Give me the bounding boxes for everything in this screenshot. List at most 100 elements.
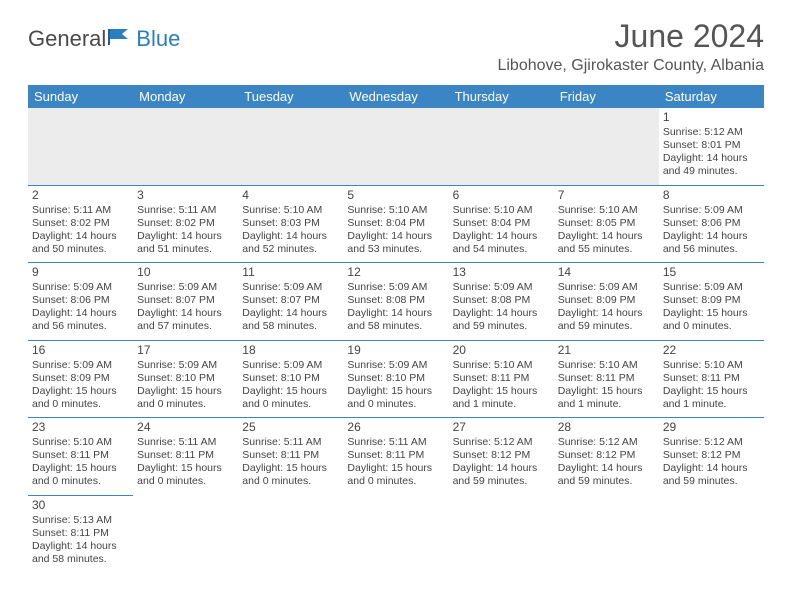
daylight-line: Daylight: 14 hours and 59 minutes.: [558, 307, 655, 333]
calendar-cell: [449, 495, 554, 572]
calendar-cell: 14Sunrise: 5:09 AMSunset: 8:09 PMDayligh…: [554, 263, 659, 341]
sunrise-line: Sunrise: 5:09 AM: [137, 359, 234, 372]
sunrise-line: Sunrise: 5:10 AM: [558, 359, 655, 372]
day-number: 30: [32, 498, 129, 513]
daylight-line: Daylight: 15 hours and 0 minutes.: [242, 385, 339, 411]
daylight-line: Daylight: 15 hours and 1 minute.: [453, 385, 550, 411]
day-header: Friday: [554, 85, 659, 108]
calendar-cell: 11Sunrise: 5:09 AMSunset: 8:07 PMDayligh…: [238, 263, 343, 341]
daylight-line: Daylight: 14 hours and 59 minutes.: [663, 462, 760, 488]
calendar-cell: [238, 495, 343, 572]
calendar-cell: 26Sunrise: 5:11 AMSunset: 8:11 PMDayligh…: [343, 418, 448, 496]
logo: General Blue: [28, 26, 180, 52]
sunrise-line: Sunrise: 5:09 AM: [558, 281, 655, 294]
sunset-line: Sunset: 8:11 PM: [137, 449, 234, 462]
daylight-line: Daylight: 15 hours and 0 minutes.: [137, 385, 234, 411]
sunrise-line: Sunrise: 5:10 AM: [453, 204, 550, 217]
day-number: 20: [453, 343, 550, 358]
calendar-cell: [133, 108, 238, 185]
sunrise-line: Sunrise: 5:11 AM: [242, 436, 339, 449]
day-number: 9: [32, 265, 129, 280]
day-number: 1: [663, 110, 760, 125]
day-number: 28: [558, 420, 655, 435]
daylight-line: Daylight: 14 hours and 56 minutes.: [32, 307, 129, 333]
day-number: 19: [347, 343, 444, 358]
calendar-cell: 10Sunrise: 5:09 AMSunset: 8:07 PMDayligh…: [133, 263, 238, 341]
sunrise-line: Sunrise: 5:12 AM: [453, 436, 550, 449]
sunrise-line: Sunrise: 5:12 AM: [663, 436, 760, 449]
calendar-cell: 20Sunrise: 5:10 AMSunset: 8:11 PMDayligh…: [449, 340, 554, 418]
daylight-line: Daylight: 15 hours and 1 minute.: [558, 385, 655, 411]
sunrise-line: Sunrise: 5:09 AM: [242, 359, 339, 372]
day-number: 27: [453, 420, 550, 435]
daylight-line: Daylight: 14 hours and 59 minutes.: [558, 462, 655, 488]
day-number: 11: [242, 265, 339, 280]
sunrise-line: Sunrise: 5:09 AM: [347, 281, 444, 294]
logo-text-blue: Blue: [136, 26, 180, 52]
daylight-line: Daylight: 14 hours and 54 minutes.: [453, 230, 550, 256]
sunset-line: Sunset: 8:11 PM: [32, 449, 129, 462]
calendar-cell: 8Sunrise: 5:09 AMSunset: 8:06 PMDaylight…: [659, 185, 764, 263]
sunrise-line: Sunrise: 5:11 AM: [137, 204, 234, 217]
sunset-line: Sunset: 8:08 PM: [453, 294, 550, 307]
sunset-line: Sunset: 8:02 PM: [32, 217, 129, 230]
sunrise-line: Sunrise: 5:10 AM: [558, 204, 655, 217]
sunset-line: Sunset: 8:11 PM: [663, 372, 760, 385]
sunset-line: Sunset: 8:09 PM: [663, 294, 760, 307]
calendar-cell: 18Sunrise: 5:09 AMSunset: 8:10 PMDayligh…: [238, 340, 343, 418]
daylight-line: Daylight: 14 hours and 58 minutes.: [347, 307, 444, 333]
calendar-cell: 28Sunrise: 5:12 AMSunset: 8:12 PMDayligh…: [554, 418, 659, 496]
sunset-line: Sunset: 8:11 PM: [453, 372, 550, 385]
day-number: 6: [453, 188, 550, 203]
calendar-table: SundayMondayTuesdayWednesdayThursdayFrid…: [28, 85, 764, 572]
sunrise-line: Sunrise: 5:09 AM: [32, 281, 129, 294]
sunrise-line: Sunrise: 5:12 AM: [558, 436, 655, 449]
sunset-line: Sunset: 8:12 PM: [453, 449, 550, 462]
calendar-cell: 19Sunrise: 5:09 AMSunset: 8:10 PMDayligh…: [343, 340, 448, 418]
logo-text-general: General: [28, 26, 106, 52]
day-number: 5: [347, 188, 444, 203]
month-title: June 2024: [497, 18, 764, 55]
calendar-cell: [554, 108, 659, 185]
day-header: Tuesday: [238, 85, 343, 108]
daylight-line: Daylight: 15 hours and 0 minutes.: [32, 462, 129, 488]
day-number: 24: [137, 420, 234, 435]
sunset-line: Sunset: 8:04 PM: [347, 217, 444, 230]
calendar-cell: 29Sunrise: 5:12 AMSunset: 8:12 PMDayligh…: [659, 418, 764, 496]
sunset-line: Sunset: 8:11 PM: [32, 527, 129, 540]
calendar-cell: 25Sunrise: 5:11 AMSunset: 8:11 PMDayligh…: [238, 418, 343, 496]
sunset-line: Sunset: 8:12 PM: [663, 449, 760, 462]
sunset-line: Sunset: 8:10 PM: [137, 372, 234, 385]
calendar-cell: 27Sunrise: 5:12 AMSunset: 8:12 PMDayligh…: [449, 418, 554, 496]
daylight-line: Daylight: 14 hours and 50 minutes.: [32, 230, 129, 256]
calendar-cell: 12Sunrise: 5:09 AMSunset: 8:08 PMDayligh…: [343, 263, 448, 341]
calendar-cell: [554, 495, 659, 572]
calendar-cell: 2Sunrise: 5:11 AMSunset: 8:02 PMDaylight…: [28, 185, 133, 263]
day-header: Sunday: [28, 85, 133, 108]
sunrise-line: Sunrise: 5:09 AM: [347, 359, 444, 372]
calendar-cell: 9Sunrise: 5:09 AMSunset: 8:06 PMDaylight…: [28, 263, 133, 341]
location-text: Libohove, Gjirokaster County, Albania: [497, 57, 764, 75]
calendar-cell: 1Sunrise: 5:12 AMSunset: 8:01 PMDaylight…: [659, 108, 764, 185]
day-number: 8: [663, 188, 760, 203]
calendar-cell: 22Sunrise: 5:10 AMSunset: 8:11 PMDayligh…: [659, 340, 764, 418]
sunrise-line: Sunrise: 5:11 AM: [137, 436, 234, 449]
daylight-line: Daylight: 14 hours and 58 minutes.: [32, 540, 129, 566]
day-number: 7: [558, 188, 655, 203]
day-number: 18: [242, 343, 339, 358]
daylight-line: Daylight: 14 hours and 59 minutes.: [453, 307, 550, 333]
calendar-cell: 4Sunrise: 5:10 AMSunset: 8:03 PMDaylight…: [238, 185, 343, 263]
calendar-cell: [343, 495, 448, 572]
calendar-cell: 23Sunrise: 5:10 AMSunset: 8:11 PMDayligh…: [28, 418, 133, 496]
calendar-cell: 3Sunrise: 5:11 AMSunset: 8:02 PMDaylight…: [133, 185, 238, 263]
day-number: 12: [347, 265, 444, 280]
daylight-line: Daylight: 15 hours and 1 minute.: [663, 385, 760, 411]
daylight-line: Daylight: 15 hours and 0 minutes.: [137, 462, 234, 488]
daylight-line: Daylight: 15 hours and 0 minutes.: [347, 385, 444, 411]
sunset-line: Sunset: 8:06 PM: [32, 294, 129, 307]
sunset-line: Sunset: 8:03 PM: [242, 217, 339, 230]
calendar-cell: 17Sunrise: 5:09 AMSunset: 8:10 PMDayligh…: [133, 340, 238, 418]
flag-icon: [108, 27, 134, 52]
calendar-cell: 16Sunrise: 5:09 AMSunset: 8:09 PMDayligh…: [28, 340, 133, 418]
sunset-line: Sunset: 8:10 PM: [347, 372, 444, 385]
